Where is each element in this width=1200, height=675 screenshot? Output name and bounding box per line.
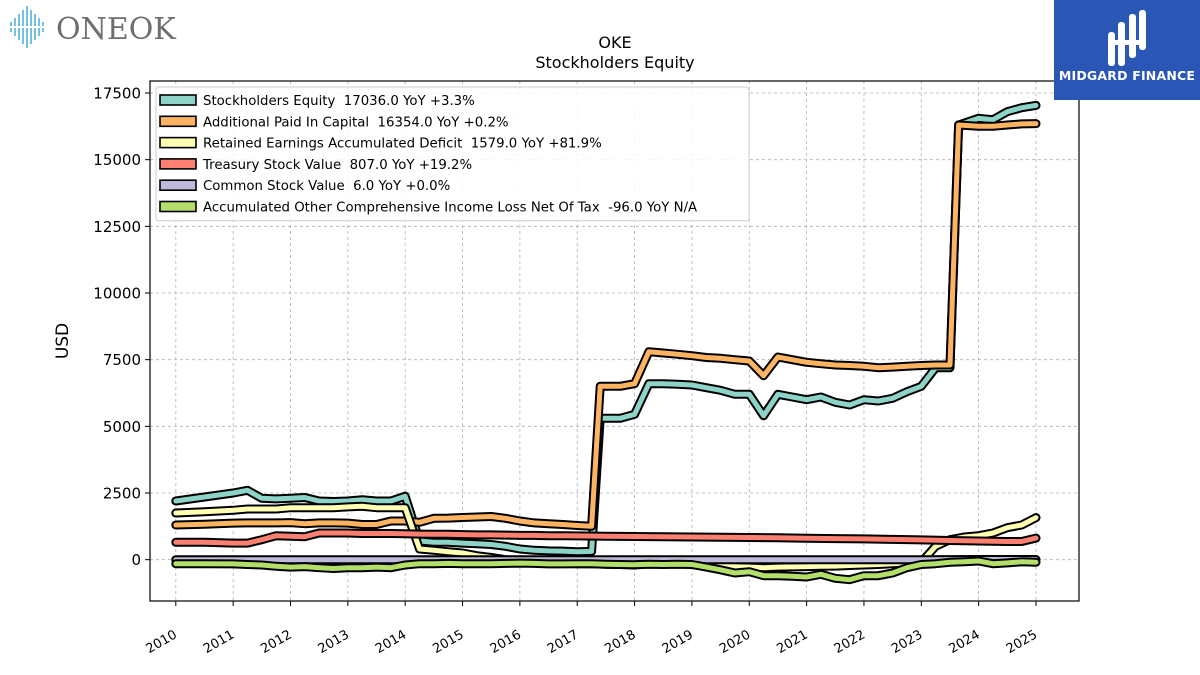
y-tick-label: 2500 bbox=[103, 485, 141, 503]
x-tick-label: 2010 bbox=[144, 627, 180, 657]
legend-swatch bbox=[159, 136, 197, 149]
chart-subtitle: Stockholders Equity bbox=[535, 53, 695, 72]
legend-swatch bbox=[159, 94, 197, 106]
legend-swatch bbox=[159, 179, 197, 191]
series-layer bbox=[171, 100, 1041, 585]
legend-label: Additional Paid In Capital 16354.0 YoY +… bbox=[203, 115, 509, 130]
y-axis-label: USD bbox=[53, 323, 73, 359]
x-tick-label: 2011 bbox=[201, 627, 237, 657]
legend-label: Common Stock Value 6.0 YoY +0.0% bbox=[203, 179, 450, 194]
x-tick-label: 2012 bbox=[258, 627, 294, 657]
x-tick-label: 2014 bbox=[373, 627, 409, 657]
legend-label: Accumulated Other Comprehensive Income L… bbox=[203, 201, 697, 216]
oneok-logo: ONEOK bbox=[4, 4, 176, 50]
x-tick-label: 2013 bbox=[316, 627, 352, 657]
oneok-wordmark: ONEOK bbox=[56, 12, 176, 47]
legend-swatch bbox=[159, 158, 197, 170]
y-tick-label: 10000 bbox=[93, 285, 141, 303]
x-tick-label: 2016 bbox=[488, 627, 524, 657]
x-tick-label: 2019 bbox=[660, 627, 696, 657]
x-tick-label: 2017 bbox=[545, 627, 581, 657]
legend-label: Treasury Stock Value 807.0 YoY +19.2% bbox=[202, 158, 472, 173]
y-tick-label: 7500 bbox=[103, 351, 141, 369]
oneok-diamond-icon bbox=[6, 6, 48, 48]
x-tick-label: 2015 bbox=[430, 627, 466, 657]
midgard-wordmark: MIDGARD FINANCE bbox=[1058, 68, 1196, 83]
series-line-3 bbox=[173, 530, 1039, 546]
y-tick-label: 12500 bbox=[93, 218, 141, 236]
legend: Stockholders Equity 17036.0 YoY +3.3% Add… bbox=[155, 86, 750, 222]
x-tick-label: 2020 bbox=[717, 627, 753, 657]
plot-frame bbox=[149, 80, 1080, 602]
legend-box bbox=[155, 86, 750, 222]
series-line-1 bbox=[173, 121, 1039, 529]
series-line-5 bbox=[173, 558, 1039, 583]
x-tick-label: 2024 bbox=[946, 627, 982, 657]
x-tick-label: 2023 bbox=[889, 627, 925, 657]
x-tick-label: 2022 bbox=[832, 627, 868, 657]
legend-label: Stockholders Equity 17036.0 YoY +3.3% bbox=[203, 94, 475, 109]
y-tick-label: 17500 bbox=[93, 85, 141, 103]
y-tick-label: 0 bbox=[131, 551, 141, 569]
series-line-0 bbox=[173, 102, 1039, 555]
midgard-monogram-icon bbox=[1108, 10, 1146, 66]
y-tick-label: 5000 bbox=[103, 418, 141, 436]
x-tick-label: 2021 bbox=[774, 627, 810, 657]
x-tick-label: 2018 bbox=[602, 627, 638, 657]
legend-swatch bbox=[159, 200, 197, 213]
midgard-finance-logo: MIDGARD FINANCE bbox=[1054, 0, 1200, 100]
y-tick-label: 15000 bbox=[93, 151, 141, 169]
legend-label: Retained Earnings Accumulated Deficit 15… bbox=[203, 137, 602, 152]
x-tick-label: 2025 bbox=[1004, 627, 1040, 657]
legend-swatch bbox=[159, 115, 197, 128]
chart-title: OKE bbox=[598, 33, 632, 52]
